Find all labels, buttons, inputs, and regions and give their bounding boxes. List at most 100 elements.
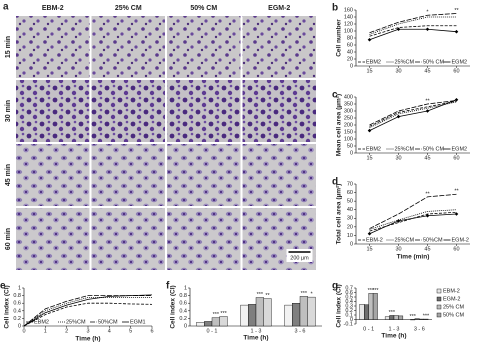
micrograph (91, 16, 165, 78)
micrograph-grid: EBM-2 25% CM 50% CM EGM-2 15 min 30 min 45 min… (5, 5, 316, 270)
y-tick-label: 120 (344, 21, 353, 27)
y-tick-label: 0.4 (13, 308, 21, 314)
y-tick-label: 140 (344, 14, 353, 20)
row-header: 15 min (5, 36, 12, 58)
marker (396, 114, 401, 119)
y-tick-label: 0.2 (345, 308, 353, 314)
marker (425, 109, 430, 113)
y-tick-label: 40 (347, 49, 353, 55)
y-tick-label: 0 (18, 323, 21, 329)
legend-label: 25%CM (395, 59, 415, 65)
annotation: *** (220, 311, 227, 317)
legend-label: 50%CM (98, 319, 118, 325)
annotation: *** (389, 310, 396, 316)
panel-label: e (0, 281, 6, 292)
annotation: *** (423, 314, 430, 320)
annotation: *** (257, 292, 264, 298)
legend-label: EGM2 (452, 146, 468, 152)
marker (367, 231, 372, 236)
legend-label: EBM2 (34, 319, 49, 325)
y-tick-label: 20 (347, 56, 353, 62)
y-tick-label: 250 (344, 115, 353, 121)
legend-label: 25% CM (443, 304, 465, 310)
annotation: *** (213, 312, 220, 318)
y-tick-label: 0.5 (345, 294, 353, 300)
micrograph (167, 16, 241, 78)
line (369, 209, 457, 230)
y-axis-label: Mean cell area (µm²) (336, 94, 343, 156)
y-tick-label: 1 (184, 285, 187, 291)
line (23, 302, 153, 327)
y-tick-label: -0.1 (344, 321, 353, 327)
y-tick-label: 20 (347, 224, 353, 230)
x-tick-label: 0 (22, 328, 25, 334)
x-axis-label: Time (h) (381, 333, 406, 340)
bar (240, 304, 249, 327)
y-tick-label: 0.6 (179, 301, 187, 307)
legend-label: EBM2 (366, 59, 381, 65)
x-tick-label: 1 - 3 (388, 326, 399, 332)
annotation: *** (372, 288, 379, 294)
micrograph (167, 144, 241, 206)
x-tick-label: 45 (424, 155, 430, 161)
bar (384, 316, 390, 320)
marker (396, 219, 401, 223)
marker (425, 213, 430, 218)
y-tick-label: 200 (344, 122, 353, 128)
row-header: 45 min (5, 164, 12, 186)
y-tick-label: 0 (184, 323, 187, 329)
legend-swatch (436, 304, 442, 310)
line (369, 13, 457, 34)
x-tick-label: 60 (453, 246, 459, 252)
y-tick-label: 40 (347, 207, 353, 213)
x-tick-label: 60 (453, 68, 459, 74)
x-tick-label: 0 - 1 (206, 328, 217, 334)
legend-label: 25%CM (395, 237, 415, 243)
y-tick-label: 0.2 (179, 316, 187, 322)
marker (454, 212, 459, 216)
x-tick-label: 6 (150, 328, 153, 334)
line (23, 294, 153, 327)
annotation: ** (265, 293, 270, 299)
annotation: ** (454, 189, 459, 195)
legend-label: 50% CM (423, 146, 445, 152)
y-tick-label: 0 (350, 241, 353, 247)
annotation: * (310, 292, 313, 298)
legend-label: 50% CM (443, 312, 465, 318)
marker (425, 27, 430, 32)
legend-label: 50% CM (423, 59, 445, 65)
micrograph (91, 208, 165, 270)
x-tick-label: 60 (453, 155, 459, 161)
x-axis-label: Time (h) (243, 335, 268, 342)
bar (307, 296, 316, 327)
legend-label: 25%CM (395, 146, 415, 152)
y-tick-label: 0.4 (179, 308, 187, 314)
marker (454, 98, 459, 102)
marker (396, 27, 401, 32)
marker (454, 29, 459, 34)
annotation: *** (368, 288, 375, 294)
y-tick-label: 150 (344, 129, 353, 135)
micrograph (16, 144, 90, 206)
bar (196, 322, 205, 327)
legend-label: EGM1 (130, 319, 146, 325)
x-tick-label: 1 (44, 328, 47, 334)
y-tick-label: 160 (344, 7, 353, 13)
line (369, 28, 457, 41)
row-header: 60 min (5, 228, 12, 250)
legend-swatch (436, 296, 442, 302)
chart: f 00.2 0.40.6 0.8 1 Cell index (CI) Time (h) 0 … (166, 281, 322, 342)
bar (255, 297, 264, 327)
legend-label: EBM-2 (443, 288, 460, 294)
line (369, 99, 457, 131)
line (369, 213, 457, 235)
bar (299, 296, 308, 327)
panel-label: d (332, 177, 338, 188)
y-tick-label: 0.4 (345, 299, 353, 305)
y-axis-label: Cell index (CI) (170, 285, 177, 328)
y-tick-label: 0.1 (345, 312, 353, 318)
micrograph (242, 16, 316, 78)
